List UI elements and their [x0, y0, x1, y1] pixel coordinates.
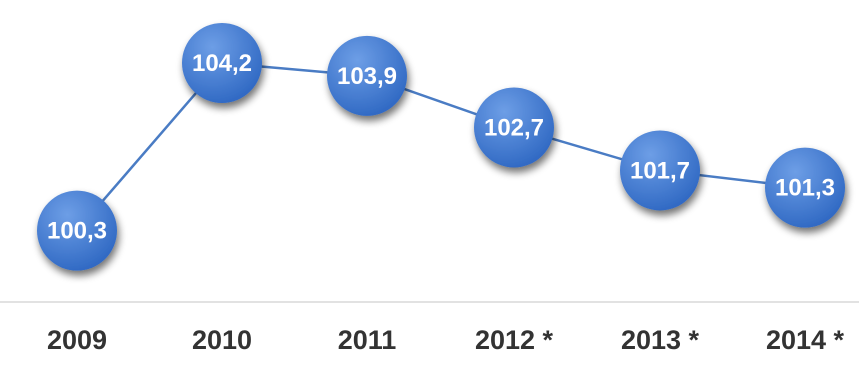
data-point-marker [765, 147, 845, 228]
data-label: 100,3 [47, 218, 107, 245]
x-tick-label: 2014 * [766, 325, 845, 355]
data-point: 100,3 [37, 190, 117, 271]
x-tick-label: 2010 [192, 325, 252, 355]
data-point-marker [620, 130, 700, 211]
data-label: 101,7 [630, 157, 690, 184]
data-label: 101,3 [775, 175, 835, 202]
x-tick-label: 2009 [47, 325, 107, 355]
data-label: 103,9 [337, 63, 397, 90]
data-label: 102,7 [484, 114, 544, 141]
data-point: 103,9 [327, 35, 407, 116]
data-point-marker [327, 35, 407, 116]
x-tick-label: 2011 [338, 325, 397, 355]
data-point-marker [37, 190, 117, 271]
data-point: 104,2 [182, 22, 262, 103]
data-point: 102,7 [474, 87, 554, 168]
series-line [76, 61, 806, 232]
data-point-marker [474, 87, 554, 168]
x-tick-label: 2012 * [475, 325, 554, 355]
data-point: 101,7 [620, 130, 700, 211]
x-tick-label: 2013 * [621, 325, 700, 355]
series-layer: 100,3 104,2 103,9 102,7 101,7 101,3 [37, 22, 845, 271]
data-point: 101,3 [765, 147, 845, 228]
data-label: 104,2 [192, 50, 252, 77]
x-tick-labels: 2009 2010 2011 2012 * 2013 * 2014 * [47, 325, 845, 355]
data-point-marker [182, 22, 262, 103]
